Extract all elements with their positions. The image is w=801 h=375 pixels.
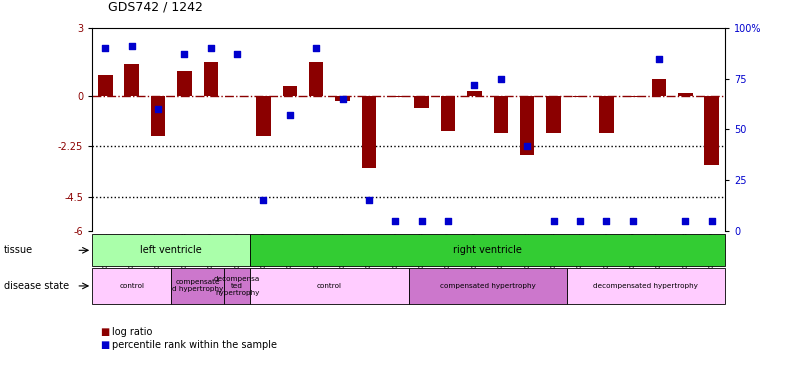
Point	[99, 45, 111, 51]
Bar	[388, 96, 403, 97]
Text: ■: ■	[100, 327, 110, 337]
Bar	[92, 234, 250, 266]
Bar	[599, 96, 614, 133]
Point	[284, 112, 296, 118]
Point	[626, 217, 639, 223]
Text: control: control	[119, 283, 144, 289]
Bar	[626, 96, 640, 97]
Bar	[704, 96, 719, 165]
Bar	[467, 91, 481, 96]
Bar	[224, 268, 251, 304]
Bar	[171, 268, 224, 304]
Text: log ratio: log ratio	[112, 327, 152, 337]
Point	[178, 51, 191, 57]
Text: percentile rank within the sample: percentile rank within the sample	[112, 340, 277, 350]
Point	[547, 217, 560, 223]
Bar	[177, 71, 191, 96]
Bar	[92, 268, 171, 304]
Bar	[678, 93, 693, 96]
Bar	[203, 62, 218, 96]
Bar	[309, 62, 324, 96]
Point	[574, 217, 586, 223]
Text: left ventricle: left ventricle	[140, 245, 202, 255]
Bar	[256, 96, 271, 136]
Bar	[493, 96, 508, 133]
Point	[231, 51, 244, 57]
Text: decompensa
ted
hypertrophy: decompensa ted hypertrophy	[214, 276, 260, 296]
Point	[600, 217, 613, 223]
Bar	[652, 79, 666, 96]
Point	[441, 217, 454, 223]
Bar	[362, 96, 376, 168]
Bar	[283, 86, 297, 96]
Point	[310, 45, 323, 51]
Text: decompensated hypertrophy: decompensated hypertrophy	[594, 283, 698, 289]
Bar	[573, 96, 587, 97]
Text: right ventricle: right ventricle	[453, 245, 522, 255]
Text: ■: ■	[100, 340, 110, 350]
Point	[257, 197, 270, 203]
Point	[468, 82, 481, 88]
Point	[125, 44, 138, 50]
Bar	[414, 96, 429, 108]
Bar	[336, 96, 350, 101]
Bar	[250, 268, 409, 304]
Point	[389, 217, 402, 223]
Bar	[409, 268, 567, 304]
Point	[415, 217, 428, 223]
Text: compensated hypertrophy: compensated hypertrophy	[440, 283, 536, 289]
Point	[653, 56, 666, 62]
Point	[494, 76, 507, 82]
Point	[204, 45, 217, 51]
Point	[151, 106, 164, 112]
Bar	[546, 96, 561, 133]
Point	[521, 142, 533, 148]
Text: compensate
d hypertrophy: compensate d hypertrophy	[172, 279, 223, 292]
Bar	[520, 96, 534, 155]
Text: GDS742 / 1242: GDS742 / 1242	[108, 0, 203, 13]
Point	[706, 217, 718, 223]
Bar	[250, 234, 725, 266]
Point	[679, 217, 692, 223]
Point	[336, 96, 349, 102]
Text: control: control	[317, 283, 342, 289]
Bar	[441, 96, 455, 130]
Bar	[124, 64, 139, 96]
Bar	[151, 96, 165, 136]
Text: disease state: disease state	[4, 281, 69, 291]
Bar	[98, 75, 113, 96]
Point	[363, 197, 376, 203]
Bar	[567, 268, 725, 304]
Text: tissue: tissue	[4, 245, 33, 255]
